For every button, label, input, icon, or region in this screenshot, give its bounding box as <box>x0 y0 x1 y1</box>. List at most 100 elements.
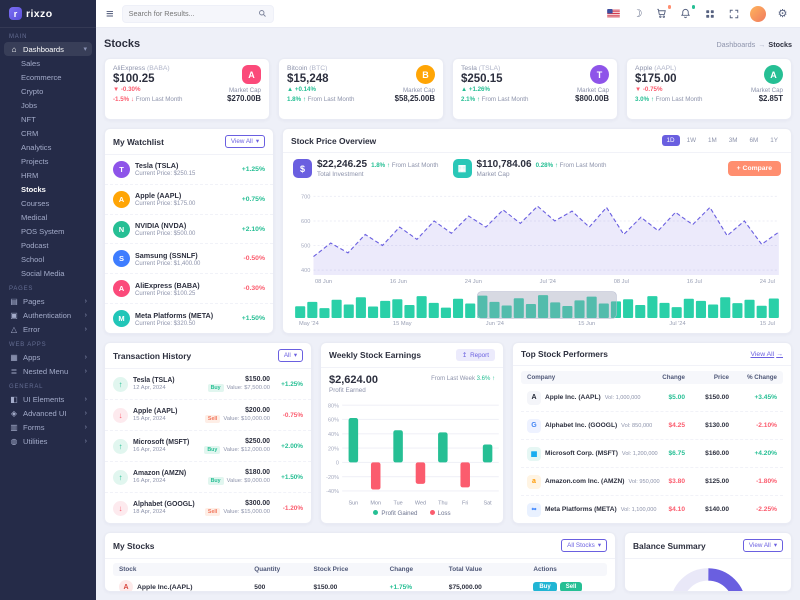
performers-view-all-link[interactable]: View All → <box>751 351 783 358</box>
sidebar-item-authentication[interactable]: ▣ Authentication › <box>4 308 92 322</box>
my-stocks-header: My Stocks All Stocks ▾ <box>105 533 615 559</box>
sidebar-item-pages[interactable]: ▤ Pages › <box>4 294 92 308</box>
transaction-amount: $150.00 <box>245 376 270 383</box>
sidebar-item-podcast[interactable]: Podcast <box>4 238 92 252</box>
sidebar-item-stocks[interactable]: Stocks <box>4 182 92 196</box>
sidebar-item-jobs[interactable]: Jobs <box>4 98 92 112</box>
sidebar-item-crm[interactable]: CRM <box>4 126 92 140</box>
sidebar-item-advanced-ui[interactable]: ◈ Advanced UI › <box>4 406 92 420</box>
watchlist-item-samsung-ssnlf[interactable]: S Samsung (SSNLF) Current Price: $1,400.00… <box>105 244 273 275</box>
range-button-1m[interactable]: 1M <box>703 135 722 146</box>
sidebar-section-label: MAIN <box>9 34 28 40</box>
stock-actions: Buy Sell <box>533 582 601 591</box>
watchlist-item-nvidia-nvda[interactable]: N NVIDIA (NVDA) Current Price: $500.00 +2.1… <box>105 215 273 245</box>
transaction-item-apple-aapl[interactable]: ↓ Apple (AAPL) 15 Apr, 2024 $200.00 Sell Valu… <box>105 400 311 431</box>
total-investment-stat: $ $22,246.25 1.8% ↑ From Last Month Tota… <box>293 159 439 178</box>
marketcap-value: $270.00B <box>227 94 261 103</box>
my-stocks-filter-button[interactable]: All Stocks ▾ <box>561 539 607 552</box>
watchlist-view-all-button[interactable]: View All ▾ <box>224 135 265 148</box>
brand-logo[interactable]: r rixzo <box>0 0 96 28</box>
breadcrumb-separator-icon: → <box>758 39 766 49</box>
stat-card-bitcoin[interactable]: Bitcoin (BTC) $15,248 ▲ +0.14% B 1.8% ↑ From… <box>278 58 444 120</box>
menu-toggle-icon[interactable]: ≡ <box>106 6 114 21</box>
settings-gear-icon[interactable]: ⚙ <box>777 8 788 20</box>
transaction-item-tesla-tsla[interactable]: ↑ Tesla (TSLA) 12 Apr, 2024 $150.00 Buy Value… <box>105 369 311 400</box>
stock-row-apple-inc-aapl[interactable]: A Apple Inc.(AAPL) 500 $150.00 +1.75% $75,000… <box>113 576 607 591</box>
watchlist-view-all-label: View All <box>230 138 253 145</box>
stock-total-value: $75,000.00 <box>448 583 482 591</box>
sidebar-item-analytics[interactable]: Analytics <box>4 140 92 154</box>
stat-card-apple[interactable]: Apple (AAPL) $175.00 ▼ -0.75% A 3.0% ↑ From … <box>626 58 792 120</box>
brand-name: rixzo <box>26 7 53 20</box>
month-percent: 2.1% ↑ <box>461 96 480 103</box>
performers-header-row: Top Stock Performers View All → <box>513 343 791 366</box>
performer-row-amazon-com-inc-amzn[interactable]: a Amazon.com Inc. (AMZN) Vol: 950,000 $3.80… <box>521 468 783 496</box>
search-box[interactable] <box>121 4 274 23</box>
range-button-1y[interactable]: 1Y <box>765 135 783 146</box>
fullscreen-icon[interactable] <box>726 6 741 21</box>
performer-row-meta-platforms-meta[interactable]: ∞ Meta Platforms (META) Vol: 1,100,000 $4.1… <box>521 496 783 523</box>
sidebar-item-courses[interactable]: Courses <box>4 196 92 210</box>
transaction-type-badge: Buy <box>207 384 224 392</box>
transaction-item-amazon-amzn[interactable]: ↑ Amazon (AMZN) 16 Apr, 2024 $180.00 Buy Valu… <box>105 462 311 493</box>
sidebar-item-nested-menu[interactable]: ≣ Nested Menu › <box>4 364 92 378</box>
watchlist-item-meta-platforms-meta[interactable]: M Meta Platforms (META) Current Price: $32… <box>105 304 273 333</box>
cart-icon[interactable] <box>654 4 672 21</box>
watchlist-item-aliexpress-baba[interactable]: A AliExpress (BABA) Current Price: $100.25… <box>105 274 273 305</box>
balance-view-all-button[interactable]: View All ▾ <box>742 539 783 552</box>
performer-row-alphabet-inc-googl[interactable]: G Alphabet Inc. (GOOGL) Vol: 850,000 $4.25 $… <box>521 412 783 440</box>
notifications-bell-icon[interactable] <box>678 4 696 21</box>
sidebar-item-utilities[interactable]: ◍ Utilities › <box>4 434 92 448</box>
sidebar-item-medical[interactable]: Medical <box>4 210 92 224</box>
sidebar-item-crypto[interactable]: Crypto <box>4 84 92 98</box>
user-avatar[interactable] <box>750 5 766 22</box>
watchlist-item-apple-aapl[interactable]: A Apple (AAPL) Current Price: $175.00 +0.75… <box>105 185 273 215</box>
range-button-6m[interactable]: 6M <box>745 135 764 146</box>
performer-row-apple-inc-aapl[interactable]: A Apple Inc. (AAPL) Vol: 1,000,000 $5.00 $15… <box>521 384 783 412</box>
performer-row-microsoft-corp-msft[interactable]: ▦ Microsoft Corp. (MSFT) Vol: 1,200,000 $6.… <box>521 440 783 468</box>
svg-text:Sun: Sun <box>348 501 358 507</box>
sidebar-item-hrm[interactable]: HRM <box>4 168 92 182</box>
transaction-item-microsoft-msft[interactable]: ↑ Microsoft (MSFT) 16 Apr, 2024 $250.00 Buy V… <box>105 431 311 462</box>
transactions-filter-button[interactable]: All ▾ <box>277 349 303 362</box>
svg-text:0: 0 <box>336 461 339 467</box>
menu-icon: ≣ <box>10 366 18 376</box>
sidebar-item-nft[interactable]: NFT <box>4 112 92 126</box>
sidebar-item-label: School <box>21 254 45 264</box>
x-axis-label: 08 Jul <box>613 279 629 285</box>
sidebar-item-projects[interactable]: Projects <box>4 154 92 168</box>
watchlist-item-tesla-tsla[interactable]: T Tesla (TSLA) Current Price: $250.15 +1.25… <box>105 155 273 185</box>
sidebar-item-school[interactable]: School <box>4 252 92 266</box>
chart-brush-handle[interactable] <box>477 291 617 319</box>
sidebar-item-ui-elements[interactable]: ◧ UI Elements › <box>4 392 92 406</box>
range-button-3m[interactable]: 3M <box>724 135 743 146</box>
stat-card-footer: 2.1% ↑ From Last Month Market Cap $800.00B <box>461 87 609 103</box>
stat-cards: AliExpress (BABA) $100.25 ▼ -0.30% A -1.5% ↓… <box>104 58 792 120</box>
sidebar-item-apps[interactable]: ▦ Apps › <box>4 350 92 364</box>
sidebar-item-dashboards[interactable]: ⌂ Dashboards ▾ <box>4 42 92 56</box>
stat-card-aliexpress[interactable]: AliExpress (BABA) $100.25 ▼ -0.30% A -1.5% ↓… <box>104 58 270 120</box>
range-button-1d[interactable]: 1D <box>661 135 680 146</box>
sidebar-item-ecommerce[interactable]: Ecommerce <box>4 70 92 84</box>
sidebar-item-pos-system[interactable]: POS System <box>4 224 92 238</box>
breadcrumb-parent[interactable]: Dashboards <box>716 39 756 49</box>
buy-button[interactable]: Buy <box>533 582 557 591</box>
compare-button[interactable]: + Compare <box>727 161 781 176</box>
dark-mode-moon-icon[interactable]: ☽ <box>632 8 643 20</box>
stat-card-month-change: 2.1% ↑ From Last Month <box>461 96 529 103</box>
transaction-item-alphabet-googl[interactable]: ↓ Alphabet (GOOGL) 18 Apr, 2024 $300.00 Sell… <box>105 493 311 523</box>
language-flag-icon[interactable] <box>606 6 621 21</box>
sidebar-item-social-media[interactable]: Social Media <box>4 266 92 280</box>
range-button-1w[interactable]: 1W <box>682 135 701 146</box>
report-button[interactable]: ↥ Report <box>455 349 495 361</box>
apps-grid-icon[interactable] <box>702 6 717 21</box>
nvidia-nvda-icon: N <box>113 220 130 238</box>
month-percent: -1.5% ↓ <box>113 96 134 103</box>
sell-button[interactable]: Sell <box>559 582 583 591</box>
sidebar-item-error[interactable]: △ Error › <box>4 322 92 336</box>
sidebar-item-forms[interactable]: ▥ Forms › <box>4 420 92 434</box>
price-chart-x-axis: 08 Jun 16 Jun 24 Jun Jul '24 08 Jul 16 Jul 24 … <box>289 278 785 287</box>
search-input[interactable] <box>128 9 254 18</box>
sidebar-item-sales[interactable]: Sales <box>4 56 92 70</box>
stat-card-tesla[interactable]: Tesla (TSLA) $250.15 ▲ +1.26% T 2.1% ↑ From … <box>452 58 618 120</box>
